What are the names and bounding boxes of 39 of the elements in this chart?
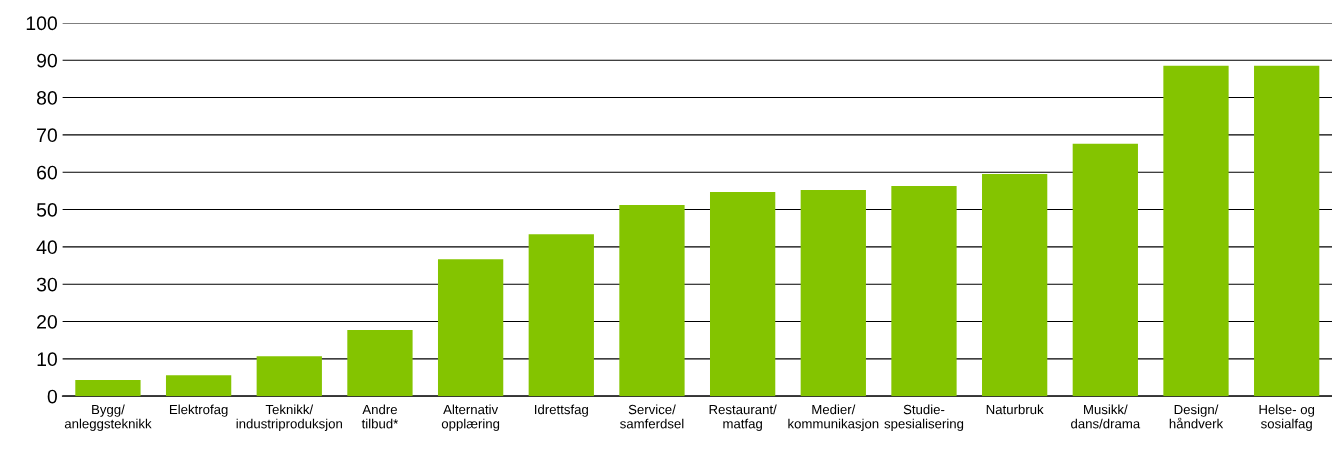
x-tick-label: Alternativ opplæring	[441, 404, 500, 432]
bar	[347, 330, 413, 397]
y-tick-label: 90	[37, 53, 57, 68]
bar	[1163, 65, 1229, 397]
x-tick-label: Medier/ kommunikasjon	[788, 404, 879, 432]
bar	[710, 191, 776, 397]
y-tick-label: 100	[26, 16, 57, 31]
bar	[891, 186, 957, 397]
bar	[437, 259, 504, 397]
bar	[528, 234, 594, 397]
x-tick-label: Naturbruk	[986, 404, 1044, 415]
bar	[619, 205, 685, 397]
bar	[1072, 143, 1138, 397]
x-tick-label: Restaurant/ matfag	[709, 404, 777, 432]
y-tick-label: 80	[36, 91, 57, 105]
x-tick-label: Musikk/ dans/drama	[1071, 404, 1141, 429]
y-tick-label: 10	[37, 352, 57, 367]
x-tick-label: Teknikk/ industriproduksjon	[236, 404, 342, 432]
x-tick-label: Studie- spesialisering	[884, 404, 964, 432]
bar	[256, 356, 322, 397]
x-tick-label: Bygg/ anleggsteknikk	[64, 404, 152, 432]
x-tick-label: Idrettsfag	[535, 404, 588, 417]
bar	[165, 375, 232, 397]
x-tick-label: Andre tilbud*	[361, 404, 399, 429]
bar	[982, 174, 1048, 397]
x-tick-label: Elektrofag	[169, 404, 228, 417]
y-tick-label: 20	[37, 314, 57, 329]
y-tick-label: 40	[36, 240, 57, 255]
bar	[75, 380, 141, 397]
y-tick-label: 60	[37, 165, 57, 180]
y-tick-label: 50	[36, 203, 57, 217]
y-tick-label: 30	[36, 277, 57, 292]
bar	[1254, 65, 1320, 397]
y-tick-label: 70	[37, 128, 57, 143]
x-tick-label: Service/ samferdsel	[620, 404, 684, 429]
x-tick-label: Helse- og sosialfag	[1259, 404, 1315, 432]
bar	[800, 190, 866, 397]
x-tick-label: Design/ håndverk	[1169, 404, 1224, 429]
y-tick-label: 0	[47, 389, 57, 404]
